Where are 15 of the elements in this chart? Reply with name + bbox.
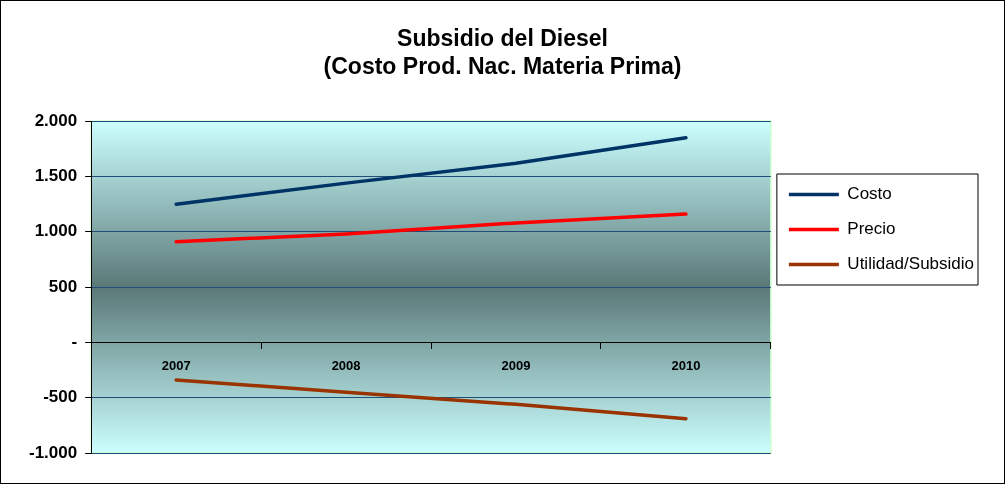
y-tick-label: 2.000 xyxy=(34,110,78,130)
chart-title: Subsidio del Diesel (Costo Prod. Nac. Materia Prima) xyxy=(323,25,682,79)
x-tick-label: 2009 xyxy=(501,357,531,373)
legend-label: Precio xyxy=(847,219,896,239)
x-tick-label: 2010 xyxy=(671,357,701,373)
x-tick-label: 2008 xyxy=(331,357,361,373)
legend-label: Costo xyxy=(847,184,892,204)
y-tick-label: 1.000 xyxy=(34,221,78,241)
legend-label: Utilidad/Subsidio xyxy=(847,254,975,274)
y-tick-label: 500 xyxy=(48,276,78,296)
y-tick-label: -500 xyxy=(43,387,78,407)
x-tick-label: 2007 xyxy=(161,357,191,373)
y-tick-label: - xyxy=(71,332,78,352)
y-tick-label: 1.500 xyxy=(34,166,78,186)
y-tick-label: -1.000 xyxy=(29,442,78,462)
